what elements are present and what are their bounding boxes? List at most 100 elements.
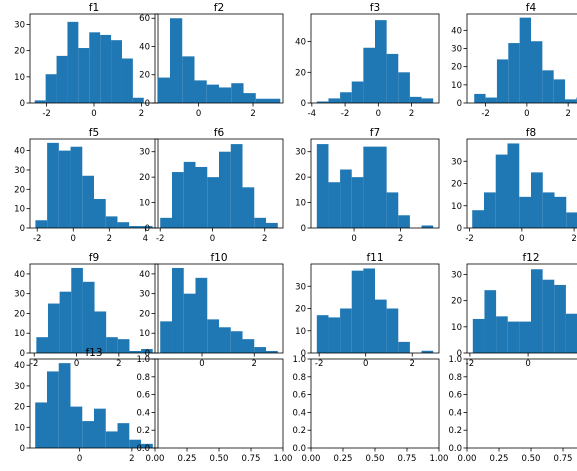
x-tick-label: -2 <box>156 234 164 244</box>
y-tick-label: 0 <box>20 444 25 454</box>
histogram-bar <box>105 216 118 228</box>
y-tick-label: 10 <box>295 327 306 337</box>
histogram-bar <box>140 226 153 228</box>
x-tick-label: 2 <box>410 359 415 369</box>
histogram-bar <box>129 439 142 448</box>
y-tick-label: 0.6 <box>448 391 462 401</box>
histogram-bar <box>157 77 170 103</box>
histogram-bar <box>421 225 434 228</box>
histogram-bar <box>508 43 520 103</box>
x-tick-label: -2 <box>30 359 38 369</box>
histogram-bar <box>474 93 486 103</box>
y-tick-label: 10 <box>451 323 462 333</box>
y-tick-label: 1.0 <box>448 355 462 365</box>
histogram-bar <box>58 363 71 448</box>
y-tick-label: 30 <box>451 45 462 55</box>
subplot-title: f12 <box>522 252 539 264</box>
histogram-bar <box>94 311 107 353</box>
y-tick-label: 40 <box>295 38 306 48</box>
histogram-bar <box>565 313 577 353</box>
x-tick-label: -2 <box>465 234 473 244</box>
y-tick-label: 30 <box>139 148 150 158</box>
histogram-bar <box>328 182 341 228</box>
y-tick-label: 10 <box>14 423 25 433</box>
histogram-bar <box>328 98 341 103</box>
y-tick-label: 30 <box>14 166 25 176</box>
y-tick-label: 40 <box>14 147 25 157</box>
histogram-bar <box>129 226 141 228</box>
histogram-bar <box>105 431 118 448</box>
y-tick-label: 0.6 <box>136 391 150 401</box>
subplot-empty-14: 0.00 0.25 0.50 0.75 1.00 0.0 0.2 0.4 0.6 0.8 1.0 <box>136 355 292 464</box>
histogram-bar <box>328 317 341 353</box>
x-tick-label: 2 <box>571 234 576 244</box>
subplot-title: f13 <box>85 347 102 359</box>
histogram-bar <box>82 281 95 353</box>
y-tick-label: 0.2 <box>292 426 306 436</box>
y-tick-label: 20 <box>451 180 462 190</box>
y-tick-label: 20 <box>139 71 150 81</box>
histogram-bar <box>71 267 83 353</box>
histogram-bar <box>363 47 375 103</box>
x-tick-label: 0.75 <box>242 454 261 464</box>
histogram-bar <box>254 217 267 228</box>
subplot-title: f9 <box>89 252 99 264</box>
subplot-title: f5 <box>89 127 99 139</box>
y-tick-label: 0 <box>301 99 306 109</box>
histogram-bar <box>542 192 555 228</box>
y-tick-label: 30 <box>14 290 25 300</box>
y-tick-label: 30 <box>295 148 306 158</box>
histogram-bar <box>183 161 196 228</box>
histogram-bar <box>507 143 520 228</box>
histogram-bar <box>375 299 387 353</box>
axes-frame <box>29 358 159 449</box>
x-tick-label: -4 <box>308 109 316 119</box>
histogram-bar <box>59 291 72 353</box>
histogram-bar <box>183 293 196 353</box>
x-tick-label: 2 <box>116 359 121 369</box>
y-tick-label: 10 <box>139 199 150 209</box>
histogram-bar <box>398 215 410 228</box>
x-tick-label: 2 <box>139 109 144 119</box>
histogram-bar <box>195 166 208 228</box>
y-tick-label: 0.0 <box>448 444 462 454</box>
histogram-bar <box>94 408 106 448</box>
x-tick-label: -2 <box>315 359 323 369</box>
histogram-bar <box>386 308 399 353</box>
y-tick-label: 0 <box>457 349 462 359</box>
subplot-empty-15: 0.00 0.25 0.50 0.75 1.00 0.0 0.2 0.4 0.6 0.8 1.0 <box>292 355 448 464</box>
y-tick-label: 0.4 <box>136 408 150 418</box>
histogram-bar <box>519 196 531 228</box>
histogram-bar <box>554 196 567 228</box>
axes-frame <box>466 13 577 104</box>
axes-frame <box>310 13 440 104</box>
x-tick-label: 2 <box>262 234 267 244</box>
x-tick-label: 0 <box>199 359 204 369</box>
x-tick-label: 2 <box>398 234 403 244</box>
y-tick-label: 10 <box>139 329 150 339</box>
histogram-bar <box>496 59 509 103</box>
histogram-bar <box>182 56 195 103</box>
histogram-bar <box>82 175 94 228</box>
histogram-bar <box>553 79 566 103</box>
y-tick-label: 0.8 <box>292 373 306 383</box>
histogram-bar <box>117 222 130 228</box>
histogram-bar <box>519 17 531 104</box>
histogram-bar <box>519 321 531 353</box>
y-tick-label: 0 <box>301 349 306 359</box>
y-tick-label: 40 <box>14 361 25 371</box>
histogram-bar <box>111 40 122 103</box>
histogram-bar <box>70 146 83 228</box>
histogram-bar <box>363 268 375 353</box>
histogram-bar <box>46 371 59 448</box>
histogram-bar <box>531 172 543 229</box>
x-tick-label: 0.50 <box>522 454 541 464</box>
histogram-bar <box>340 92 352 103</box>
histogram-bar <box>171 267 184 353</box>
y-tick-label: 1.0 <box>292 355 306 365</box>
